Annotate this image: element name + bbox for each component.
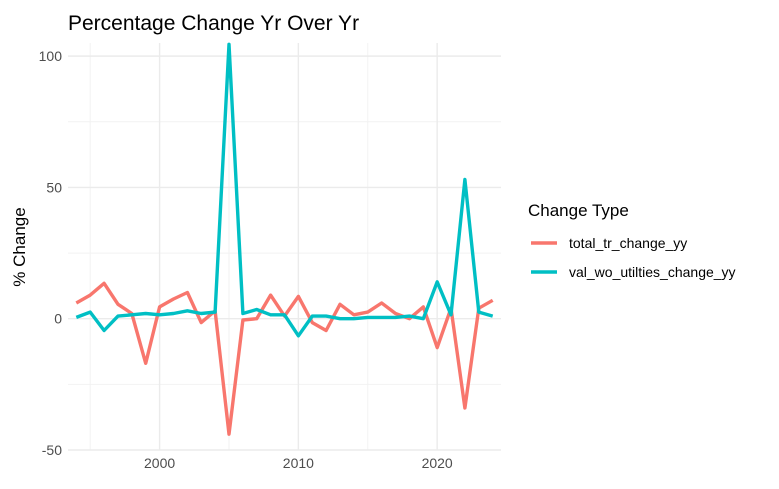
major-gridlines [68, 43, 501, 451]
x-tick-label: 2010 [283, 455, 314, 471]
x-axis-tick-labels: 2000 2010 2020 [144, 455, 453, 471]
y-tick-label: -50 [42, 442, 62, 458]
y-tick-label: 50 [46, 179, 62, 195]
plot-panel [68, 43, 501, 450]
legend-label-val_wo_utilties_change_yy: val_wo_utilties_change_yy [569, 264, 736, 280]
series-lines [75, 42, 494, 436]
y-axis-tick-labels: -50 0 50 100 [39, 48, 63, 458]
y-tick-label: 100 [39, 48, 63, 64]
y-tick-label: 0 [54, 311, 62, 327]
legend-label-total_tr_change_yy: total_tr_change_yy [569, 235, 687, 251]
chart-title: Percentage Change Yr Over Yr [68, 12, 359, 35]
legend: Change Type total_tr_change_yy val_wo_uti… [528, 201, 736, 280]
legend-items: total_tr_change_yy val_wo_utilties_change… [531, 235, 736, 280]
legend-title: Change Type [528, 201, 629, 220]
x-tick-label: 2000 [144, 455, 175, 471]
x-tick-label: 2020 [422, 455, 453, 471]
y-axis-title: % Change [10, 207, 29, 286]
minor-gridlines [68, 43, 501, 450]
series-line-val_wo_utilties_change_yy [75, 42, 494, 338]
